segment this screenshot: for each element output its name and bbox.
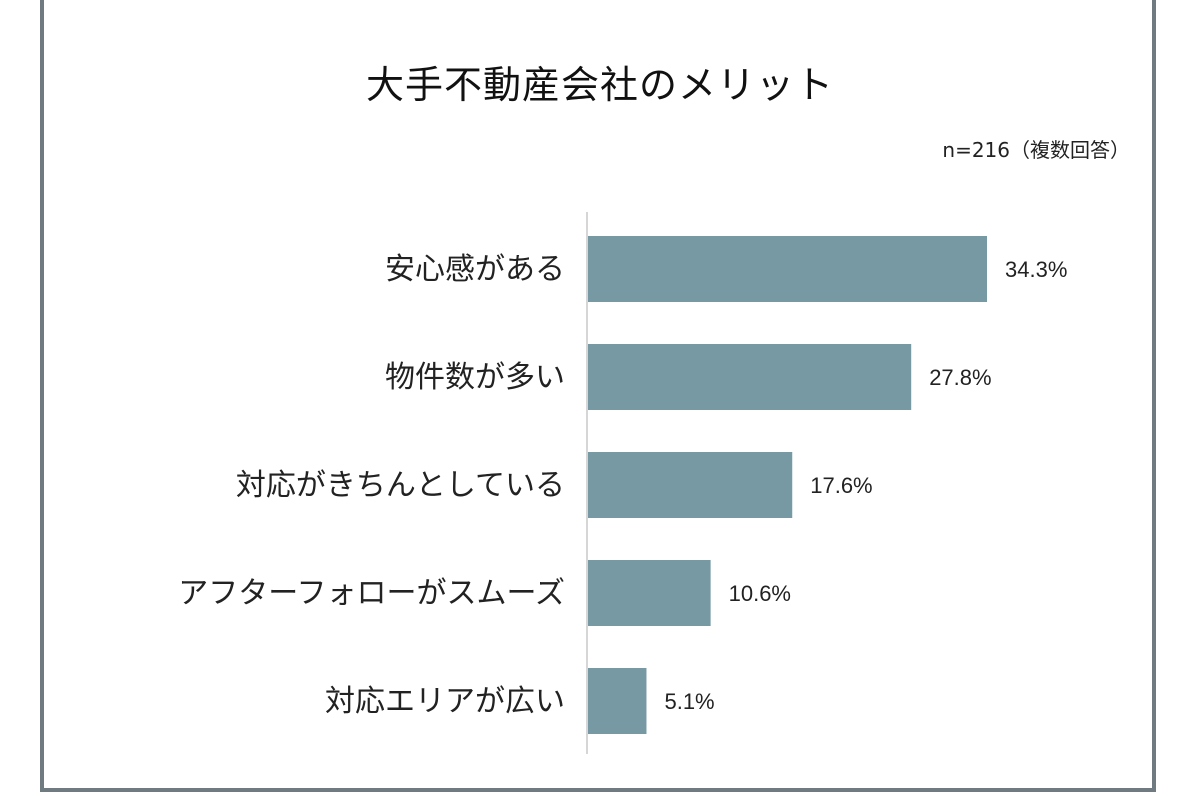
value-label: 17.6% bbox=[810, 473, 872, 498]
category-label: 対応エリアが広い bbox=[325, 684, 565, 719]
value-label: 10.6% bbox=[729, 581, 791, 606]
bar bbox=[587, 668, 647, 734]
category-label: 物件数が多い bbox=[385, 360, 565, 395]
value-label: 5.1% bbox=[664, 689, 714, 714]
category-label: 対応がきちんとしている bbox=[236, 468, 565, 503]
bars-group: 安心感がある 34.3% 物件数が多い 27.8% 対応がきちんとしている 17.6% アフ… bbox=[178, 236, 1067, 734]
value-label: 27.8% bbox=[929, 365, 991, 390]
bar bbox=[587, 560, 711, 626]
bar bbox=[587, 236, 987, 302]
sample-size-note: n=216（複数回答） bbox=[942, 138, 1130, 162]
value-label: 34.3% bbox=[1005, 257, 1067, 282]
bar bbox=[587, 452, 793, 518]
chart-title: 大手不動産会社のメリット bbox=[365, 63, 834, 107]
category-label: アフターフォローがスムーズ bbox=[178, 576, 565, 611]
category-label: 安心感がある bbox=[385, 252, 565, 287]
bar bbox=[587, 344, 912, 410]
